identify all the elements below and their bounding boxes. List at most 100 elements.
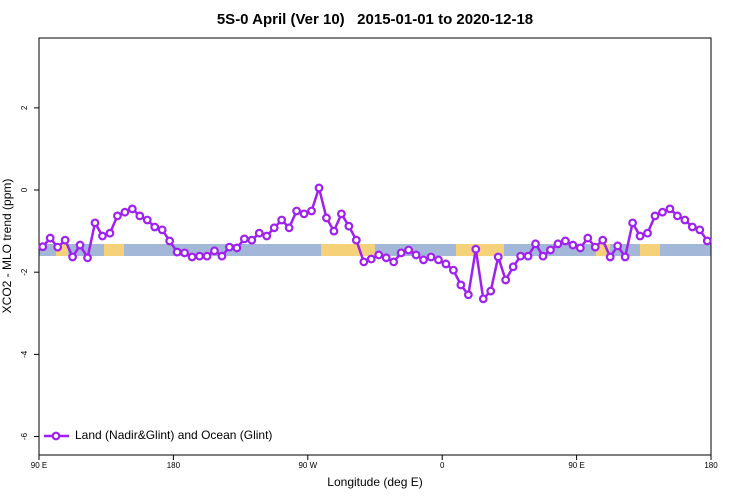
data-point <box>583 233 593 243</box>
data-point <box>463 290 473 300</box>
data-point <box>702 236 712 246</box>
data-point <box>568 240 578 250</box>
data-point <box>389 257 399 267</box>
data-point <box>172 247 182 257</box>
data-point <box>359 257 369 267</box>
data-point <box>561 236 570 246</box>
data-point <box>351 235 361 245</box>
data-point <box>254 228 264 238</box>
data-point <box>187 252 197 262</box>
chart-title: 5S-0 April (Ver 10) 2015-01-01 to 2020-1… <box>217 11 533 28</box>
data-point <box>605 252 615 262</box>
x-tick-label: 0 <box>440 461 445 470</box>
series-line <box>41 183 709 302</box>
data-point <box>180 248 190 258</box>
data-point <box>456 280 466 290</box>
data-point <box>396 248 406 258</box>
data-point <box>553 239 563 249</box>
data-point <box>635 231 645 241</box>
legend-marker <box>51 431 61 441</box>
x-tick-label: 90 E <box>31 461 47 470</box>
data-point <box>299 209 309 219</box>
data-point <box>523 251 533 261</box>
data-point <box>277 215 287 225</box>
data-point <box>493 252 503 262</box>
data-point <box>98 231 107 241</box>
data-point <box>538 251 548 261</box>
data-point <box>471 244 481 254</box>
data-point <box>546 245 555 255</box>
data-point <box>374 250 384 260</box>
data-point <box>695 225 705 235</box>
data-point <box>135 211 145 221</box>
x-axis-label: Longitude (deg E) <box>327 475 422 489</box>
y-tick-label: 2 <box>20 105 29 110</box>
data-point <box>665 204 675 214</box>
data-point <box>53 242 63 252</box>
data-point <box>687 222 697 232</box>
data-point <box>157 225 167 235</box>
data-point <box>165 236 175 246</box>
data-point <box>90 218 100 228</box>
data-point <box>224 242 234 252</box>
x-tick-label: 90 W <box>298 461 317 470</box>
data-point <box>344 221 354 231</box>
data-point <box>239 234 249 244</box>
y-tick-label: -2 <box>20 268 29 276</box>
data-point <box>38 242 48 252</box>
data-point <box>322 213 331 223</box>
legend-label: Land (Nadir&Glint) and Ocean (Glint) <box>75 428 272 442</box>
data-point <box>404 245 414 255</box>
data-point <box>112 211 122 221</box>
data-point <box>531 239 540 249</box>
data-point <box>613 241 623 251</box>
data-point <box>643 228 652 238</box>
data-point <box>307 206 316 216</box>
data-point <box>262 231 272 241</box>
data-point <box>620 252 630 262</box>
x-tick-label: 180 <box>704 461 718 470</box>
x-tick-label: 90 E <box>568 461 584 470</box>
data-point <box>195 251 204 261</box>
data-point <box>269 223 279 233</box>
data-point <box>45 233 55 243</box>
data-point <box>337 209 346 219</box>
data-point <box>434 255 443 265</box>
data-point <box>314 183 324 193</box>
y-tick-label: -4 <box>20 350 29 358</box>
data-point <box>329 226 339 236</box>
data-point <box>217 251 227 261</box>
data-point <box>210 246 219 256</box>
data-point <box>150 222 160 232</box>
data-point <box>650 211 660 221</box>
data-point <box>83 253 92 263</box>
data-point <box>598 235 608 245</box>
data-point <box>680 215 690 225</box>
data-point <box>292 206 302 216</box>
data-point <box>441 259 451 269</box>
data-point <box>590 242 600 252</box>
data-point <box>366 254 376 264</box>
y-tick-label: -6 <box>20 432 29 440</box>
data-point <box>120 207 130 217</box>
data-point <box>478 294 488 304</box>
data-point <box>449 265 458 275</box>
data-point <box>411 250 421 260</box>
y-axis-label: XCO2 - MLO trend (ppm) <box>0 179 14 314</box>
data-point <box>68 252 77 262</box>
data-point <box>202 251 212 261</box>
data-point <box>75 240 85 250</box>
y-tick-label: 0 <box>20 187 29 192</box>
data-point <box>658 207 667 217</box>
data-point <box>486 286 496 296</box>
data-point <box>419 255 428 265</box>
data-point <box>142 215 152 225</box>
data-point <box>501 275 511 285</box>
data-point <box>426 252 436 262</box>
data-point <box>575 243 585 253</box>
data-point <box>127 204 137 214</box>
data-point <box>60 235 70 245</box>
data-point <box>247 235 257 245</box>
data-point <box>105 228 115 238</box>
